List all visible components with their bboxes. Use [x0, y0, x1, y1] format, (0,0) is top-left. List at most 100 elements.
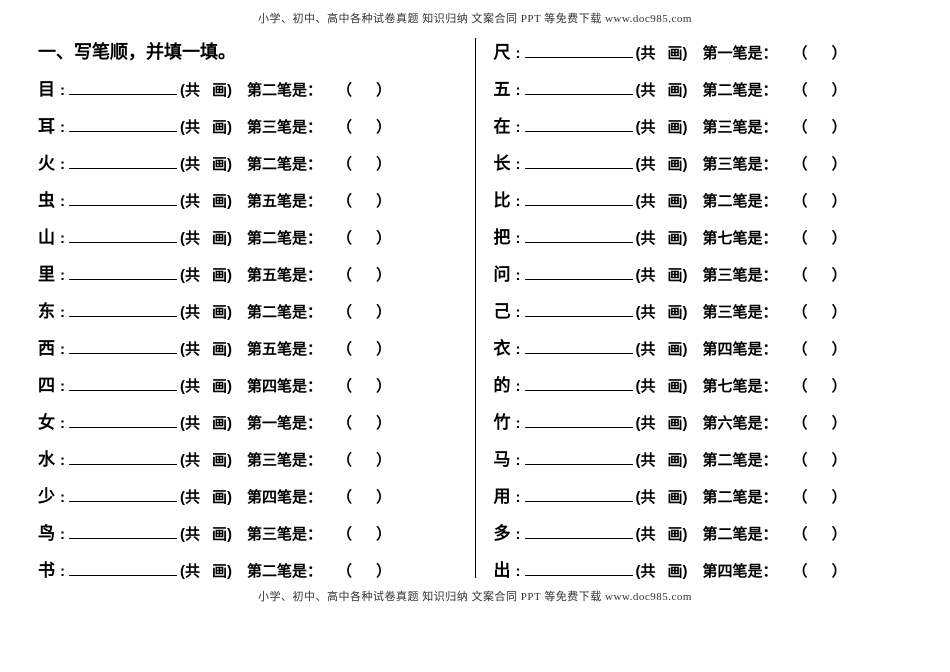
- colon: :: [60, 563, 65, 580]
- paren-right: ）: [376, 227, 391, 248]
- stroke-count-suffix: 画): [668, 338, 688, 359]
- paren-right: ）: [832, 449, 847, 470]
- stroke-order-blank[interactable]: [525, 266, 633, 280]
- stroke-order-blank[interactable]: [69, 451, 177, 465]
- stroke-order-blank[interactable]: [525, 229, 633, 243]
- character: 出: [494, 556, 516, 581]
- stroke-order-blank[interactable]: [525, 377, 633, 391]
- paren-right: ）: [376, 301, 391, 322]
- stroke-order-blank[interactable]: [525, 340, 633, 354]
- stroke-order-blank[interactable]: [69, 81, 177, 95]
- stroke-order-blank[interactable]: [525, 414, 633, 428]
- character: 耳: [38, 112, 60, 137]
- character: 把: [494, 223, 516, 248]
- stroke-order-blank[interactable]: [525, 155, 633, 169]
- colon: :: [516, 378, 521, 395]
- character: 衣: [494, 334, 516, 359]
- stroke-order-blank[interactable]: [69, 266, 177, 280]
- paren-left: （: [793, 264, 808, 285]
- stroke-order-blank[interactable]: [69, 377, 177, 391]
- colon: :: [516, 489, 521, 506]
- stroke-count-suffix: 画): [668, 412, 688, 433]
- stroke-order-blank[interactable]: [69, 414, 177, 428]
- stroke-order-blank[interactable]: [525, 192, 633, 206]
- paren-left: （: [793, 523, 808, 544]
- exercise-row: 出: (共画) 第四笔是： （）: [494, 556, 913, 581]
- stroke-order-blank[interactable]: [525, 562, 633, 576]
- stroke-count-text: (共: [180, 375, 200, 396]
- character: 的: [494, 371, 516, 396]
- header-text: 小学、初中、高中各种试卷真题 知识归纳 文案合同 PPT 等免费下载 www.d…: [0, 10, 950, 26]
- paren-left: （: [793, 560, 808, 581]
- paren-right: ）: [376, 560, 391, 581]
- stroke-order-blank[interactable]: [525, 81, 633, 95]
- paren-left: （: [793, 116, 808, 137]
- stroke-order-blank[interactable]: [69, 562, 177, 576]
- paren-left: （: [337, 264, 352, 285]
- colon: :: [516, 267, 521, 284]
- paren-left: （: [793, 301, 808, 322]
- stroke-order-blank[interactable]: [525, 44, 633, 58]
- paren-right: ）: [376, 116, 391, 137]
- stroke-count-suffix: 画): [212, 449, 232, 470]
- stroke-count-text: (共: [636, 375, 656, 396]
- paren-left: （: [793, 79, 808, 100]
- stroke-order-blank[interactable]: [69, 488, 177, 502]
- paren-right: ）: [376, 412, 391, 433]
- character: 用: [494, 482, 516, 507]
- colon: :: [516, 193, 521, 210]
- exercise-row: 衣: (共画) 第四笔是： （）: [494, 334, 913, 359]
- stroke-order-blank[interactable]: [69, 340, 177, 354]
- stroke-order-blank[interactable]: [69, 118, 177, 132]
- stroke-order-blank[interactable]: [525, 525, 633, 539]
- stroke-order-blank[interactable]: [69, 303, 177, 317]
- stroke-count-text: (共: [636, 190, 656, 211]
- paren-left: （: [337, 338, 352, 359]
- colon: :: [516, 45, 521, 62]
- paren-right: ）: [832, 301, 847, 322]
- stroke-count-suffix: 画): [212, 560, 232, 581]
- paren-right: ）: [832, 190, 847, 211]
- stroke-count-text: (共: [180, 227, 200, 248]
- exercise-row: 比: (共画) 第二笔是： （）: [494, 186, 913, 211]
- stroke-count-suffix: 画): [212, 227, 232, 248]
- stroke-count-text: (共: [636, 560, 656, 581]
- stroke-count-suffix: 画): [212, 486, 232, 507]
- colon: :: [60, 452, 65, 469]
- stroke-count-suffix: 画): [212, 190, 232, 211]
- stroke-order-blank[interactable]: [525, 118, 633, 132]
- stroke-order-blank[interactable]: [69, 155, 177, 169]
- stroke-order-blank[interactable]: [525, 303, 633, 317]
- exercise-row: 在: (共画) 第三笔是： （）: [494, 112, 913, 137]
- paren-left: （: [793, 227, 808, 248]
- paren-right: ）: [376, 338, 391, 359]
- colon: :: [516, 415, 521, 432]
- paren-right: ）: [376, 153, 391, 174]
- stroke-order-blank[interactable]: [525, 451, 633, 465]
- worksheet-content: 一、写笔顺，并填一填。 目: (共画) 第二笔是： （）耳: (共画) 第三笔是…: [38, 38, 912, 593]
- paren-left: （: [337, 412, 352, 433]
- nth-stroke-label: 第二笔是：: [247, 79, 322, 100]
- stroke-count-suffix: 画): [668, 449, 688, 470]
- nth-stroke-label: 第六笔是：: [703, 412, 778, 433]
- stroke-order-blank[interactable]: [69, 192, 177, 206]
- stroke-count-text: (共: [180, 79, 200, 100]
- nth-stroke-label: 第五笔是：: [247, 338, 322, 359]
- stroke-order-blank[interactable]: [69, 525, 177, 539]
- stroke-count-suffix: 画): [668, 153, 688, 174]
- paren-right: ）: [832, 486, 847, 507]
- paren-right: ）: [832, 412, 847, 433]
- colon: :: [60, 378, 65, 395]
- stroke-order-blank[interactable]: [525, 488, 633, 502]
- stroke-count-text: (共: [636, 116, 656, 137]
- right-column: 尺: (共画) 第一笔是： （）五: (共画) 第二笔是： （）在: (共画) …: [476, 38, 913, 593]
- paren-right: ）: [832, 338, 847, 359]
- stroke-order-blank[interactable]: [69, 229, 177, 243]
- character: 目: [38, 75, 60, 100]
- stroke-count-text: (共: [180, 412, 200, 433]
- exercise-row: 鸟: (共画) 第三笔是： （）: [38, 519, 457, 544]
- stroke-count-suffix: 画): [668, 560, 688, 581]
- nth-stroke-label: 第七笔是：: [703, 227, 778, 248]
- colon: :: [516, 452, 521, 469]
- stroke-count-text: (共: [636, 412, 656, 433]
